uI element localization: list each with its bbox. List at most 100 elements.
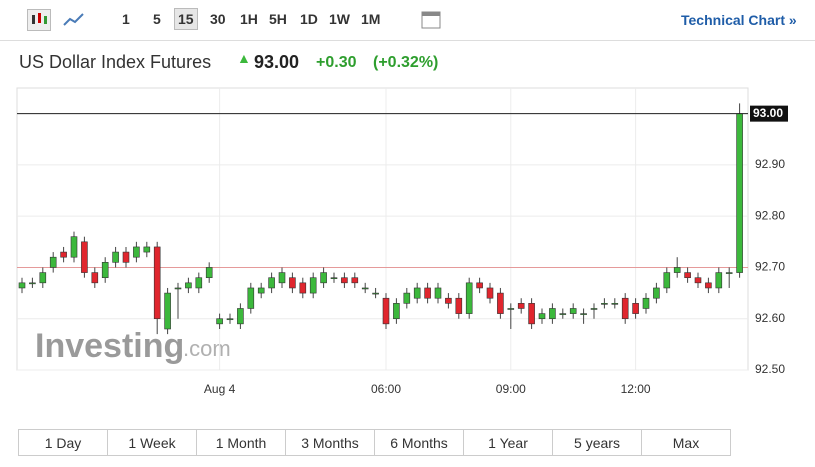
candle-body [18,282,26,289]
candle-body [174,287,182,290]
candle-body [81,241,88,273]
x-tick-label: 09:00 [496,382,526,396]
candle-body [497,292,504,314]
candle-body [330,277,338,280]
candle-body [361,287,369,290]
range-button[interactable]: 1 Week [107,429,197,456]
candle-body [642,297,650,309]
x-tick-label: 12:00 [621,382,651,396]
y-tick-label: 92.60 [755,311,785,325]
candle-body [715,272,723,289]
candle-body [70,236,78,258]
candle-body [476,282,483,289]
interval[interactable]: 5 [153,11,161,27]
range-button[interactable]: 5 years [552,429,642,456]
candle-body [694,277,702,284]
candle-body [601,303,608,305]
candle-body [559,313,567,315]
candle-body [257,287,265,294]
candle-body [611,303,619,305]
x-tick-label: Aug 4 [204,382,236,396]
candle-body [465,282,473,314]
candle-body [684,272,691,279]
candle-body [49,256,57,268]
candle-icon[interactable] [27,9,51,31]
candle-body [382,297,390,325]
candle-body [164,292,171,330]
y-tick-label: 92.80 [755,208,785,222]
candle-body [372,292,379,295]
interval[interactable]: 1W [329,11,350,27]
y-tick-label: 92.90 [755,157,785,171]
candle-body [538,313,546,320]
interval[interactable]: 1 [122,11,130,27]
y-tick-label: 92.70 [755,260,785,274]
watermark-suffix: .com [183,336,231,361]
candle-body [237,308,244,325]
interval[interactable]: 15 [174,8,198,30]
technical-chart-link[interactable]: Technical Chart » [681,12,797,28]
candle-body [143,246,151,253]
interval[interactable]: 5H [269,11,287,27]
candle-body [29,282,36,285]
candle-body [133,246,140,258]
interval[interactable]: 1H [240,11,258,27]
candle-body [268,277,275,289]
candle-body [549,308,556,320]
candle-body [195,277,203,289]
candle-body [205,267,213,279]
instrument-title: US Dollar Index Futures [19,52,212,72]
candle-body [299,282,307,294]
range-button[interactable]: 1 Day [18,429,108,456]
candle-body [341,277,348,284]
candle-body [673,267,681,273]
candle-body [320,272,327,284]
candle-body [185,282,192,289]
candle-body [590,308,598,310]
candle-body [653,287,660,299]
change: +0.30 [316,54,357,71]
candle-body [153,246,161,320]
y-tick-label: 92.50 [755,362,785,376]
range-button[interactable]: Max [641,429,731,456]
change-pct: (+0.32%) [373,54,439,71]
range-button[interactable]: 1 Month [196,429,286,456]
range-button[interactable]: 3 Months [285,429,375,456]
candle-body [663,272,671,289]
x-tick-label: 06:00 [371,382,401,396]
candle-body [393,303,400,320]
candle-body [351,277,359,284]
candle-body [247,287,255,309]
candle-body [39,272,47,284]
interval[interactable]: 1M [361,11,381,27]
range-button[interactable]: 6 Months [374,429,464,456]
interval[interactable]: 30 [210,11,226,27]
last-price-label: 93.00 [753,106,783,120]
candle-body [705,282,712,289]
candle-body [226,318,234,321]
candle-body [455,297,463,314]
candle-body [289,277,296,289]
candle-body [309,277,317,294]
candle-body [434,287,442,299]
candle-body [101,262,109,279]
candle-body [569,308,577,314]
candle-body [445,297,452,304]
candle-body [486,287,494,299]
candle-body [91,272,99,284]
interval[interactable]: 1D [300,11,318,27]
candle-body [424,287,431,299]
range-button[interactable]: 1 Year [463,429,553,456]
chart: Investing .com 92.50 92.60 92.70 92.80 92.90… [16,87,788,396]
candle-body [403,292,411,304]
line-icon[interactable] [63,11,85,29]
price: 93.00 [254,52,300,72]
settings-icon[interactable] [421,11,441,29]
candle-body [507,308,515,310]
up-arrow: ▲ [237,50,251,66]
candle-body [736,113,743,273]
candle-body [122,251,130,263]
candle-body [621,297,629,320]
last-price-box [750,105,788,122]
candle-body [528,303,535,325]
